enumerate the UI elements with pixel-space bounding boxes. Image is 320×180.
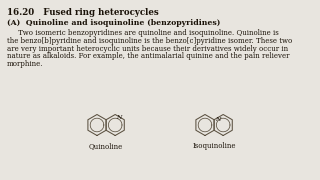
Text: Isoquinoline: Isoquinoline <box>192 143 236 150</box>
Text: Two isomeric benzopyridines are quinoline and isoquinoline. Quinoline is: Two isomeric benzopyridines are quinolin… <box>7 29 279 37</box>
Text: the benzo[b]pyridine and isoquinoline is the benzo[c]pyridine isomer. These two: the benzo[b]pyridine and isoquinoline is… <box>7 37 292 45</box>
Text: morphine.: morphine. <box>7 60 44 68</box>
Text: 16.20   Fused ring heterocycles: 16.20 Fused ring heterocycles <box>7 8 159 17</box>
Text: N: N <box>116 115 121 120</box>
Text: nature as alkaloids. For example, the antimalarial quinine and the pain reliever: nature as alkaloids. For example, the an… <box>7 52 290 60</box>
Text: (A)  Quinoline and isoquinoline (benzopyridines): (A) Quinoline and isoquinoline (benzopyr… <box>7 19 220 27</box>
Text: are very important heterocyclic units because their derivatives widely occur in: are very important heterocyclic units be… <box>7 45 288 53</box>
Text: N: N <box>215 117 220 122</box>
Text: Quinoline: Quinoline <box>89 143 123 150</box>
